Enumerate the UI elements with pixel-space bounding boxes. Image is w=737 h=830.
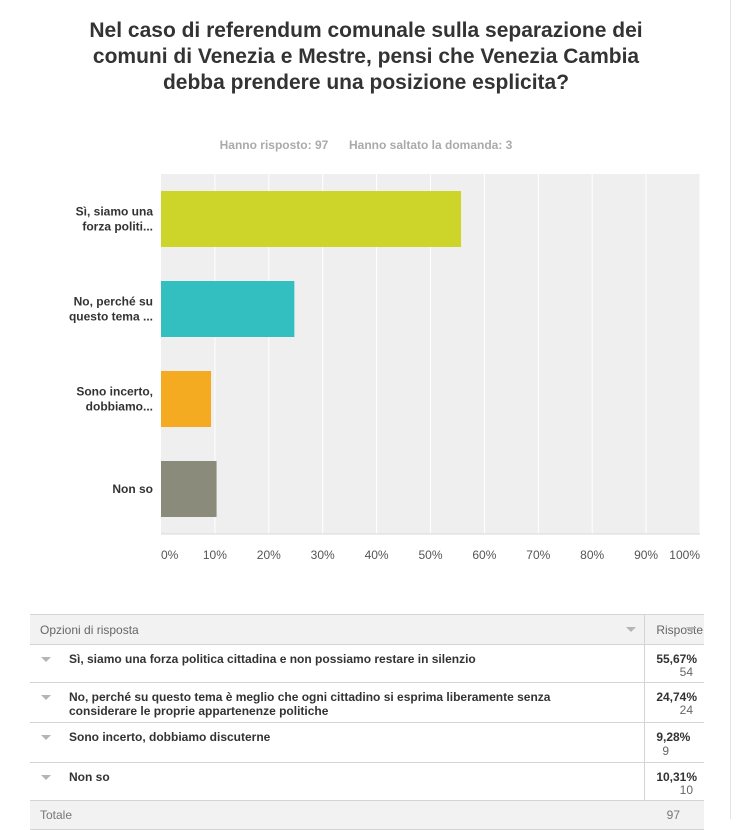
category-label: Sono incerto, dobbiamo... xyxy=(76,385,153,414)
bar-chart: Sì, siamo una forza politi... No, perché s… xyxy=(69,174,701,562)
responses-column-header[interactable]: Risposte xyxy=(644,614,704,645)
table-total-row: Totale 97 xyxy=(30,800,704,830)
expand-caret-icon[interactable] xyxy=(41,657,51,662)
total-label: Totale xyxy=(30,800,645,830)
option-count: 54 xyxy=(679,665,693,679)
skipped-count: Hanno saltato la domanda: 3 xyxy=(349,138,513,152)
x-tick-label: 100% xyxy=(669,548,700,562)
answered-count: Hanno risposto: 97 xyxy=(219,138,329,152)
sort-caret-icon[interactable] xyxy=(686,627,696,632)
table-row: No, perché su questo tema è meglio che o… xyxy=(30,682,704,723)
option-count: 24 xyxy=(679,703,693,717)
category-label: Sì, siamo una forza politi... xyxy=(76,205,154,234)
options-column-header[interactable]: Opzioni di risposta xyxy=(30,614,645,645)
x-tick-label: 90% xyxy=(634,548,658,562)
option-count: 9 xyxy=(662,744,669,758)
category-label: Non so xyxy=(112,482,153,496)
option-percent: 10,31% xyxy=(656,770,698,784)
option-percent: 9,28% xyxy=(656,730,691,744)
x-tick-label: 50% xyxy=(418,548,442,562)
bar xyxy=(161,191,462,247)
x-tick-label: 40% xyxy=(365,548,389,562)
option-percent: 55,67% xyxy=(656,652,698,666)
x-tick-label: 80% xyxy=(580,548,604,562)
total-value: 97 xyxy=(644,800,704,830)
x-tick-label: 30% xyxy=(311,548,335,562)
table-row: Non so 10,31% 10 xyxy=(30,762,704,801)
expand-caret-icon[interactable] xyxy=(41,695,51,700)
expand-caret-icon[interactable] xyxy=(41,735,51,740)
bar xyxy=(161,371,212,427)
option-count: 10 xyxy=(679,783,693,797)
option-text: Sì, siamo una forza politica cittadina e… xyxy=(69,652,476,666)
x-tick-label: 0% xyxy=(161,548,179,562)
page-right-border xyxy=(730,0,731,819)
x-tick-label: 70% xyxy=(526,548,550,562)
x-tick-label: 60% xyxy=(472,548,496,562)
response-stats: Hanno risposto: 97 Hanno saltato la doma… xyxy=(0,138,732,152)
responses-table: Opzioni di risposta Risposte Sì, siamo u… xyxy=(30,614,704,830)
x-tick-label: 10% xyxy=(203,548,227,562)
bar xyxy=(161,461,217,517)
question-title: Nel caso di referendum comunale sulla se… xyxy=(89,19,643,94)
x-tick-label: 20% xyxy=(257,548,281,562)
category-label: No, perché su questo tema ... xyxy=(69,295,153,324)
table-row: Sì, siamo una forza politica cittadina e… xyxy=(30,644,704,683)
table-row: Sono incerto, dobbiamo discuterne 9,28% … xyxy=(30,722,704,763)
table-header: Opzioni di risposta Risposte xyxy=(30,614,704,645)
sort-caret-icon[interactable] xyxy=(626,627,637,632)
bar xyxy=(161,281,295,337)
option-percent: 24,74% xyxy=(656,690,698,704)
option-text: No, perché su questo tema è meglio che o… xyxy=(69,690,551,718)
option-text: Sono incerto, dobbiamo discuterne xyxy=(69,730,271,744)
option-text: Non so xyxy=(69,770,110,784)
expand-caret-icon[interactable] xyxy=(41,775,51,780)
